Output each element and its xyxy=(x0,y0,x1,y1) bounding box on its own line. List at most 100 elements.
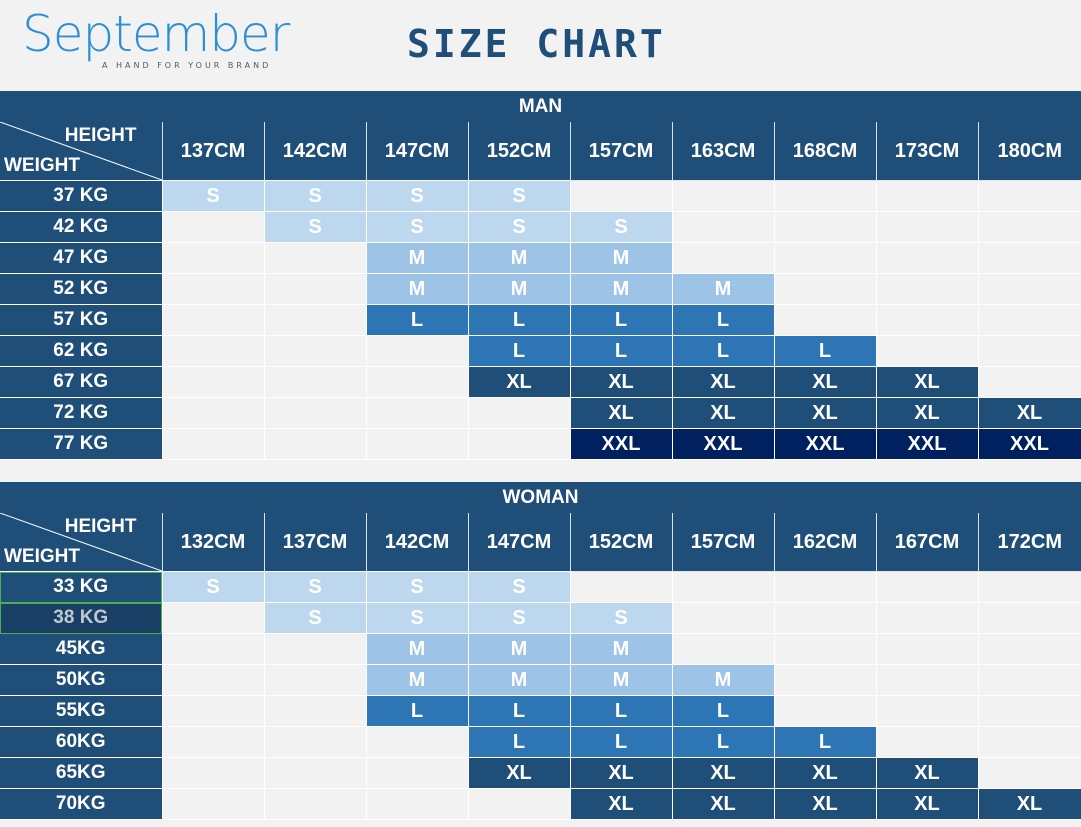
size-cell: M xyxy=(467,664,571,696)
weight-label: 77 KG xyxy=(0,428,163,460)
empty-cell xyxy=(773,602,877,634)
height-axis-label: HEIGHT xyxy=(64,125,137,146)
height-header-row: HEIGHT WEIGHT 137CM 142CM 147CM 152CM 157CM 163… xyxy=(0,122,1081,181)
height-header: 142CM xyxy=(263,122,366,181)
size-cell: S xyxy=(263,602,367,634)
height-header: 168CM xyxy=(773,122,876,181)
empty-cell xyxy=(671,571,775,603)
weight-label: 38 KG xyxy=(0,602,163,634)
weight-label: 55KG xyxy=(0,695,163,727)
empty-cell xyxy=(875,726,979,758)
size-cell: XL xyxy=(467,366,571,398)
corner-header-cell: HEIGHT WEIGHT xyxy=(0,513,162,572)
size-cell: L xyxy=(569,304,673,336)
empty-cell xyxy=(467,788,571,820)
height-header-row: HEIGHT WEIGHT 132CM 137CM 142CM 147CM 152CM 157… xyxy=(0,513,1081,572)
weight-label: 70KG xyxy=(0,788,163,820)
weight-axis-label: WEIGHT xyxy=(4,155,80,176)
empty-cell xyxy=(161,242,265,274)
empty-cell xyxy=(263,726,367,758)
table-row: 65KG XL XL XL XL XL xyxy=(0,757,1081,789)
height-header: 167CM xyxy=(875,513,978,572)
height-header: 152CM xyxy=(467,122,570,181)
size-cell: M xyxy=(365,633,469,665)
empty-cell xyxy=(161,602,265,634)
empty-cell xyxy=(875,273,979,305)
size-cell: XL xyxy=(875,366,979,398)
weight-axis-label: WEIGHT xyxy=(4,546,80,567)
empty-cell xyxy=(977,602,1081,634)
size-cell: M xyxy=(569,664,673,696)
size-cell: L xyxy=(671,335,775,367)
height-header: 180CM xyxy=(977,122,1081,181)
size-cell: XL xyxy=(671,757,775,789)
size-cell: XXL xyxy=(773,428,877,460)
empty-cell xyxy=(263,397,367,429)
weight-label: 52 KG xyxy=(0,273,163,305)
table-row: 72 KG XL XL XL XL XL xyxy=(0,397,1081,429)
table-row: 55KG L L L L xyxy=(0,695,1081,727)
empty-cell xyxy=(161,273,265,305)
size-cell: S xyxy=(467,602,571,634)
height-header: 147CM xyxy=(467,513,570,572)
size-cell: XL xyxy=(773,397,877,429)
empty-cell xyxy=(875,571,979,603)
weight-label: 72 KG xyxy=(0,397,163,429)
size-cell: L xyxy=(671,695,775,727)
empty-cell xyxy=(977,571,1081,603)
size-cell: XXL xyxy=(977,428,1081,460)
size-cell: XL xyxy=(569,366,673,398)
brand-name: September xyxy=(22,5,290,63)
size-cell: S xyxy=(467,571,571,603)
table-row: 42 KG S S S S xyxy=(0,211,1081,243)
empty-cell xyxy=(977,211,1081,243)
height-header: 147CM xyxy=(365,122,468,181)
size-cell: L xyxy=(467,695,571,727)
empty-cell xyxy=(671,242,775,274)
empty-cell xyxy=(161,366,265,398)
table-row: 57 KG L L L L xyxy=(0,304,1081,336)
weight-label: 33 KG xyxy=(0,571,163,603)
size-cell: L xyxy=(671,726,775,758)
empty-cell xyxy=(977,726,1081,758)
size-cell: XL xyxy=(671,397,775,429)
empty-cell xyxy=(773,180,877,212)
empty-cell xyxy=(263,695,367,727)
empty-cell xyxy=(977,242,1081,274)
table-row: 38 KG S S S S xyxy=(0,602,1081,634)
empty-cell xyxy=(263,273,367,305)
empty-cell xyxy=(365,397,469,429)
empty-cell xyxy=(773,273,877,305)
woman-section: WOMAN HEIGHT WEIGHT 132CM 137CM 142CM 147CM 15… xyxy=(0,482,1081,820)
empty-cell xyxy=(977,757,1081,789)
brand-logo: September A HAND FOR YOUR BRAND xyxy=(22,4,290,74)
empty-cell xyxy=(263,788,367,820)
weight-label: 42 KG xyxy=(0,211,163,243)
weight-label: 50KG xyxy=(0,664,163,696)
empty-cell xyxy=(161,633,265,665)
height-header: 173CM xyxy=(875,122,978,181)
empty-cell xyxy=(977,633,1081,665)
empty-cell xyxy=(161,695,265,727)
empty-cell xyxy=(875,211,979,243)
weight-label: 47 KG xyxy=(0,242,163,274)
page-title: SIZE CHART xyxy=(407,22,666,66)
empty-cell xyxy=(161,757,265,789)
size-cell: L xyxy=(569,726,673,758)
size-cell: S xyxy=(263,571,367,603)
corner-header-cell: HEIGHT WEIGHT xyxy=(0,122,162,181)
size-cell: XL xyxy=(569,788,673,820)
page-header: September A HAND FOR YOUR BRAND SIZE CHA… xyxy=(0,0,1081,91)
size-cell: M xyxy=(671,273,775,305)
size-cell: L xyxy=(569,335,673,367)
size-cell: S xyxy=(467,180,571,212)
size-cell: XXL xyxy=(671,428,775,460)
size-cell: L xyxy=(365,695,469,727)
size-cell: XL xyxy=(875,397,979,429)
size-cell: S xyxy=(263,211,367,243)
empty-cell xyxy=(773,633,877,665)
height-header: 162CM xyxy=(773,513,876,572)
empty-cell xyxy=(671,602,775,634)
size-cell: M xyxy=(365,242,469,274)
empty-cell xyxy=(977,335,1081,367)
